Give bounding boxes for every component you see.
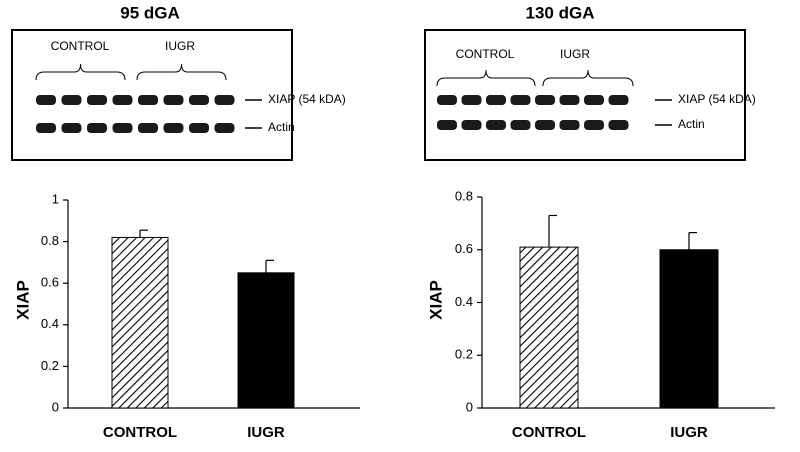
y-tick-label: 0.2 — [455, 347, 473, 362]
blot-band — [214, 123, 235, 133]
blot-band — [36, 123, 56, 133]
blot-band — [112, 123, 133, 133]
y-tick-label: 0.6 — [455, 241, 473, 256]
x-tick-label: CONTROL — [103, 424, 177, 441]
x-tick-label: CONTROL — [512, 424, 586, 441]
blot-band — [36, 95, 56, 105]
y-tick-label: 0 — [52, 399, 59, 414]
blot-band — [214, 95, 235, 105]
blot-band — [437, 120, 457, 130]
blot-band — [535, 120, 555, 130]
blot-band — [486, 120, 506, 130]
y-tick-label: 1 — [52, 191, 59, 206]
blot-band — [510, 120, 531, 130]
chart-title: 130 dGA — [526, 3, 595, 22]
blot-group-label: IUGR — [560, 47, 590, 61]
y-axis-label: XIAP — [426, 280, 445, 320]
blot-band — [138, 95, 158, 105]
blot-band — [608, 120, 629, 130]
bar — [519, 246, 579, 409]
blot-band — [189, 95, 209, 105]
blot-band — [584, 120, 604, 130]
brace — [542, 69, 634, 87]
blot-band — [535, 95, 555, 105]
blot-band — [559, 95, 580, 105]
blot-band — [87, 123, 107, 133]
x-tick-label: IUGR — [247, 424, 285, 441]
blot-band — [138, 123, 158, 133]
y-tick-label: 0.4 — [41, 316, 59, 331]
brace — [436, 69, 536, 87]
brace — [35, 63, 126, 81]
brace — [136, 63, 227, 81]
blot-group-label: CONTROL — [51, 39, 110, 53]
blot-band — [584, 95, 604, 105]
band-label: Actin — [268, 120, 295, 134]
blot-band — [189, 123, 209, 133]
blot-band — [461, 95, 482, 105]
blot-band — [510, 95, 531, 105]
y-tick-label: 0.8 — [41, 233, 59, 248]
x-tick-label: IUGR — [670, 424, 708, 441]
bar — [659, 249, 719, 409]
blot-band — [559, 120, 580, 130]
blot-band — [461, 120, 482, 130]
band-label: XIAP (54 kDA) — [268, 92, 346, 106]
band-label: Actin — [678, 117, 705, 131]
blot-band — [163, 123, 184, 133]
bar — [111, 236, 169, 409]
y-tick-label: 0.4 — [455, 294, 473, 309]
band-label: XIAP (54 kDA) — [678, 92, 756, 106]
chart-title: 95 dGA — [120, 3, 180, 22]
blot-band — [61, 123, 82, 133]
blot-band — [437, 95, 457, 105]
blot-band — [87, 95, 107, 105]
blot-band — [163, 95, 184, 105]
blot-group-label: CONTROL — [456, 47, 515, 61]
blot-group-label: IUGR — [165, 39, 195, 53]
bar — [237, 272, 295, 409]
blot-band — [486, 95, 506, 105]
y-tick-label: 0 — [466, 399, 473, 414]
blot-band — [112, 95, 133, 105]
blot-band — [608, 95, 629, 105]
blot-frame — [424, 29, 746, 161]
y-tick-label: 0.8 — [455, 188, 473, 203]
y-axis-label: XIAP — [13, 280, 32, 320]
blot-band — [61, 95, 82, 105]
y-tick-label: 0.2 — [41, 358, 59, 373]
y-tick-label: 0.6 — [41, 275, 59, 290]
